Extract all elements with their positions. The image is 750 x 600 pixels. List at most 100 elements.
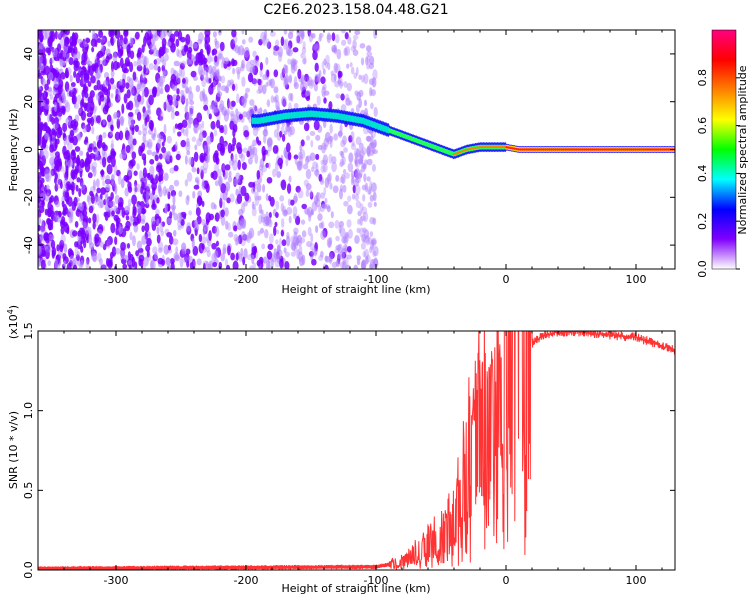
- heatmap-cell: [63, 260, 67, 269]
- heatmap-cell: [209, 104, 215, 110]
- heatmap-cell: [359, 215, 363, 227]
- heatmap-cell: [51, 47, 58, 58]
- heatmap-cell: [217, 82, 222, 88]
- heatmap-cell: [372, 250, 377, 257]
- heatmap-cell: [75, 254, 80, 262]
- heatmap-cell: [298, 151, 303, 160]
- heatmap-cell: [124, 57, 130, 67]
- heatmap-cell: [363, 173, 367, 183]
- heatmap-cell: [184, 111, 190, 121]
- heatmap-cell: [156, 226, 160, 235]
- heatmap-cell: [93, 84, 98, 91]
- heatmap-cell: [297, 68, 302, 80]
- heatmap-cell: [324, 264, 329, 269]
- heatmap-cell: [314, 41, 320, 51]
- heatmap-cell: [366, 186, 372, 196]
- heatmap-cell: [44, 83, 49, 91]
- heatmap-cell: [307, 30, 312, 37]
- heatmap-cell: [345, 256, 349, 267]
- heatmap-cell: [341, 39, 347, 46]
- heatmap-cell: [145, 191, 149, 202]
- snr-frame: [37, 330, 676, 571]
- heatmap-cell: [155, 209, 160, 216]
- heatmap-cell: [275, 211, 279, 218]
- heatmap-cell: [150, 216, 156, 225]
- heatmap-cell: [235, 108, 239, 115]
- ridge-peak: [655, 148, 658, 151]
- heatmap-cell: [194, 227, 198, 236]
- heatmap-cell: [346, 63, 350, 69]
- heatmap-cell: [51, 116, 55, 125]
- heatmap-cell: [63, 183, 68, 193]
- heatmap-cell: [62, 51, 67, 58]
- heatmap-cell: [204, 39, 208, 50]
- heatmap-cell: [219, 127, 225, 134]
- heatmap-cell: [275, 239, 279, 245]
- heatmap-cell: [150, 260, 156, 269]
- heatmap-cell: [44, 248, 50, 260]
- heatmap-cell: [202, 93, 208, 102]
- heatmap-cell: [121, 207, 126, 218]
- heatmap-cell: [211, 65, 217, 76]
- heatmap-cell: [201, 200, 205, 208]
- heatmap-cell: [300, 81, 305, 92]
- heatmap-cell: [102, 131, 107, 139]
- heatmap-cell: [218, 178, 222, 188]
- ridge-peak: [509, 146, 512, 150]
- heatmap-cell: [355, 104, 360, 113]
- heatmap-cell: [141, 44, 145, 53]
- heatmap-cell: [83, 103, 88, 112]
- heatmap-cell: [287, 198, 292, 206]
- heatmap-cell: [322, 83, 327, 90]
- heatmap-cell: [111, 210, 115, 217]
- heatmap-cell: [273, 86, 279, 94]
- heatmap-cell: [185, 98, 189, 107]
- heatmap-cell: [163, 101, 167, 111]
- heatmap-cell: [206, 108, 210, 116]
- heatmap-cell: [365, 234, 371, 246]
- heatmap-cell: [112, 113, 117, 120]
- heatmap-cell: [123, 67, 129, 74]
- heatmap-cell: [163, 244, 170, 255]
- heatmap-cell: [72, 46, 78, 56]
- heatmap-cell: [159, 221, 164, 233]
- heatmap-cell: [132, 208, 136, 219]
- heatmap-cell: [346, 219, 352, 228]
- heatmap-cell: [133, 94, 139, 103]
- heatmap-cell: [114, 236, 118, 246]
- heatmap-cell: [343, 147, 348, 153]
- heatmap-cell: [147, 138, 153, 150]
- heatmap-cell: [123, 36, 128, 45]
- heatmap-cell: [356, 255, 362, 261]
- heatmap-cell: [232, 136, 237, 147]
- heatmap-cell: [271, 252, 277, 263]
- heatmap-cell: [39, 192, 45, 201]
- heatmap-cell: [160, 230, 165, 237]
- heatmap-cell: [193, 124, 199, 134]
- heatmap-cell: [75, 184, 79, 192]
- heatmap-cell: [110, 156, 116, 168]
- heatmap-cell: [141, 55, 146, 66]
- ridge-peak: [602, 148, 606, 151]
- heatmap-cell: [69, 129, 75, 137]
- heatmap-cell: [320, 159, 324, 166]
- heatmap-cell: [287, 126, 293, 137]
- heatmap-cell: [259, 68, 263, 78]
- heatmap-cell: [222, 243, 227, 255]
- heatmap-cell: [353, 147, 360, 159]
- heatmap-cell: [343, 81, 348, 88]
- heatmap-cell: [147, 141, 153, 148]
- heatmap-cell: [77, 230, 82, 237]
- ridge-peak: [630, 148, 633, 151]
- heatmap-cell: [152, 186, 156, 196]
- heatmap-cell: [91, 165, 95, 173]
- heatmap-cell: [213, 129, 218, 137]
- heatmap-cell: [157, 115, 164, 121]
- heatmap-cell: [38, 196, 41, 203]
- heatmap-cell: [176, 88, 180, 95]
- y-tick-label: 1.0: [22, 402, 35, 420]
- heatmap-cell: [144, 32, 150, 41]
- heatmap-cell: [257, 78, 262, 86]
- heatmap-cell: [372, 69, 378, 81]
- heatmap-cell: [78, 108, 82, 114]
